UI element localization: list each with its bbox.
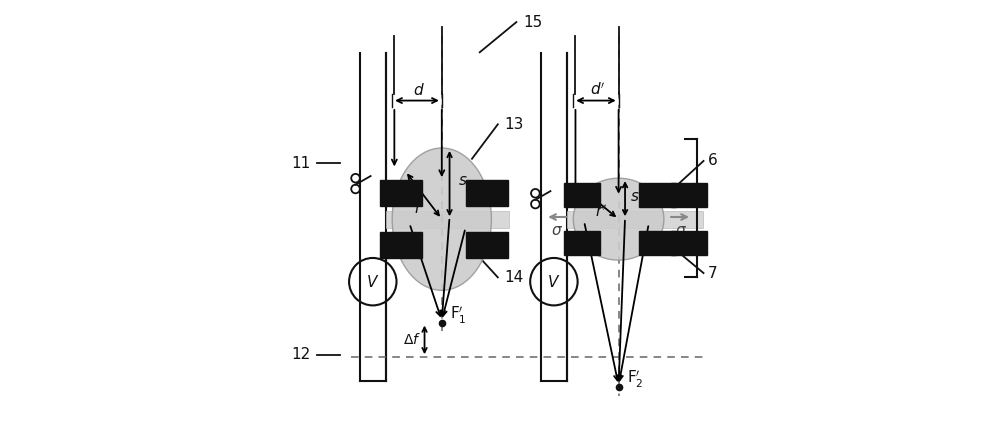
Text: 13: 13 [504, 117, 524, 132]
Bar [466, 232, 508, 258]
Text: $\rm F_2'$: $\rm F_2'$ [627, 369, 644, 391]
Text: $d$: $d$ [413, 82, 425, 98]
Bar [567, 210, 703, 228]
Bar [564, 231, 600, 255]
Bar [466, 181, 508, 206]
Text: $s$: $s$ [458, 173, 467, 187]
Text: 7: 7 [708, 266, 717, 280]
Text: 15: 15 [523, 15, 542, 30]
Text: $V$: $V$ [366, 274, 379, 289]
Bar [380, 232, 422, 258]
Ellipse shape [392, 148, 491, 290]
Text: 6: 6 [708, 154, 718, 168]
Bar [639, 231, 676, 255]
Bar [639, 183, 676, 207]
Text: $\rm F_1'$: $\rm F_1'$ [450, 305, 466, 326]
Text: $r$: $r$ [414, 201, 423, 216]
Text: $s'$: $s'$ [630, 188, 643, 205]
Text: $\Delta f$: $\Delta f$ [403, 332, 422, 347]
Bar [380, 181, 422, 206]
Bar [671, 231, 707, 255]
Bar [671, 183, 707, 207]
Text: $r'$: $r'$ [595, 203, 606, 220]
Text: $\sigma$: $\sigma$ [675, 224, 687, 238]
Text: $d'$: $d'$ [590, 82, 606, 98]
Bar [564, 183, 600, 207]
Ellipse shape [573, 178, 664, 260]
Text: $V$: $V$ [547, 274, 561, 289]
Text: 14: 14 [504, 270, 524, 285]
Bar [386, 210, 509, 228]
Text: 12: 12 [291, 348, 310, 362]
Text: $\sigma$: $\sigma$ [551, 224, 563, 238]
Text: 11: 11 [291, 156, 310, 171]
